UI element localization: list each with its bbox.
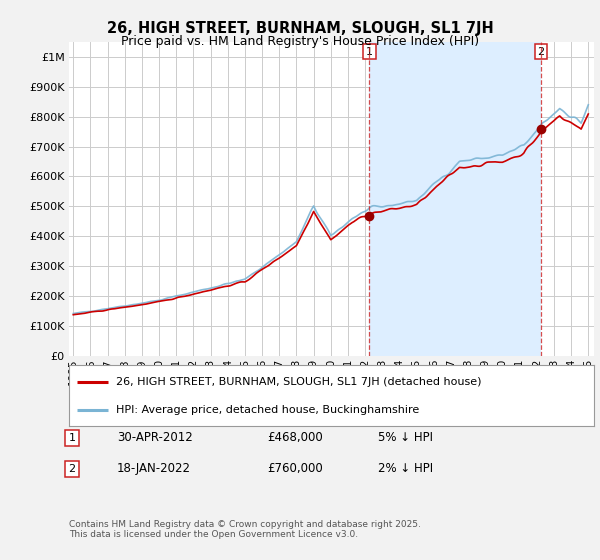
Text: 18-JAN-2022: 18-JAN-2022 <box>117 462 191 475</box>
Text: 2: 2 <box>538 46 545 57</box>
Text: 1: 1 <box>68 433 76 443</box>
Text: 2: 2 <box>68 464 76 474</box>
Text: 26, HIGH STREET, BURNHAM, SLOUGH, SL1 7JH (detached house): 26, HIGH STREET, BURNHAM, SLOUGH, SL1 7J… <box>116 377 482 387</box>
Text: 30-APR-2012: 30-APR-2012 <box>117 431 193 445</box>
Text: HPI: Average price, detached house, Buckinghamshire: HPI: Average price, detached house, Buck… <box>116 405 419 415</box>
Bar <box>370 42 541 356</box>
Text: £468,000: £468,000 <box>267 431 323 445</box>
Text: 5% ↓ HPI: 5% ↓ HPI <box>378 431 433 445</box>
Text: 26, HIGH STREET, BURNHAM, SLOUGH, SL1 7JH: 26, HIGH STREET, BURNHAM, SLOUGH, SL1 7J… <box>107 21 493 36</box>
Text: Contains HM Land Registry data © Crown copyright and database right 2025.
This d: Contains HM Land Registry data © Crown c… <box>69 520 421 539</box>
Text: 2% ↓ HPI: 2% ↓ HPI <box>378 462 433 475</box>
Text: £760,000: £760,000 <box>267 462 323 475</box>
Text: Price paid vs. HM Land Registry's House Price Index (HPI): Price paid vs. HM Land Registry's House … <box>121 35 479 48</box>
Text: 1: 1 <box>366 46 373 57</box>
